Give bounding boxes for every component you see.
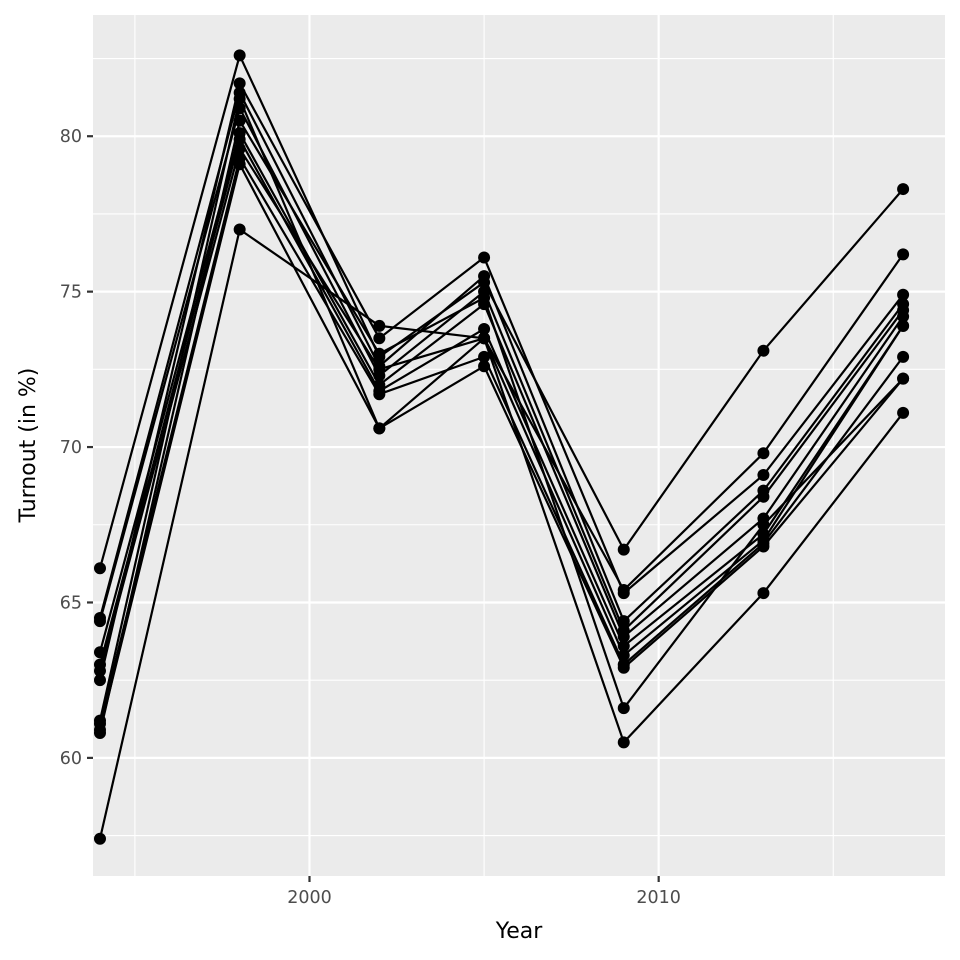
data-point — [897, 288, 910, 301]
data-point — [617, 543, 630, 556]
data-point — [373, 422, 386, 435]
data-point — [617, 630, 630, 643]
data-point — [897, 248, 910, 261]
data-point — [757, 469, 770, 482]
major-gridlines — [93, 15, 945, 876]
data-point — [373, 347, 386, 360]
data-point — [233, 142, 246, 155]
data-point — [757, 344, 770, 357]
data-point — [93, 646, 106, 659]
data-point — [233, 102, 246, 115]
x-axis: 2000 2010 — [287, 876, 681, 908]
data-point — [233, 49, 246, 62]
y-tick-label: 75 — [60, 283, 82, 303]
data-point — [897, 372, 910, 385]
data-point — [93, 664, 106, 677]
data-point — [617, 587, 630, 600]
data-point — [93, 714, 106, 727]
data-point — [233, 92, 246, 105]
data-point — [373, 319, 386, 332]
data-point — [373, 388, 386, 401]
y-axis-title: Turnout (in %) — [16, 368, 41, 524]
data-point — [617, 615, 630, 628]
data-point — [478, 350, 491, 363]
plot-panel — [93, 15, 945, 876]
data-points — [93, 49, 910, 845]
data-point — [897, 406, 910, 419]
minor-gridlines — [93, 15, 945, 876]
x-axis-title: Year — [495, 919, 544, 944]
data-point — [478, 322, 491, 335]
data-point — [478, 270, 491, 283]
data-point — [757, 587, 770, 600]
data-point — [897, 310, 910, 323]
x-tick-label: 2010 — [636, 888, 681, 908]
data-point — [233, 114, 246, 127]
data-point — [373, 363, 386, 376]
data-point — [897, 350, 910, 363]
y-tick-label: 70 — [60, 438, 82, 458]
data-point — [233, 133, 246, 146]
data-point — [233, 158, 246, 171]
y-axis: 60 65 70 75 80 — [60, 127, 93, 769]
data-point — [233, 77, 246, 90]
data-point — [478, 291, 491, 304]
data-point — [93, 727, 106, 740]
data-point — [373, 332, 386, 345]
data-point — [617, 649, 630, 662]
data-point — [897, 319, 910, 332]
data-point — [617, 639, 630, 652]
data-point — [757, 490, 770, 503]
x-tick-label: 2000 — [287, 888, 332, 908]
data-point — [233, 223, 246, 236]
data-point — [617, 702, 630, 715]
data-point — [757, 540, 770, 553]
y-tick-label: 65 — [60, 593, 82, 613]
data-point — [897, 183, 910, 196]
data-point — [478, 251, 491, 264]
data-point — [93, 674, 106, 687]
data-point — [757, 518, 770, 531]
data-point — [93, 615, 106, 628]
data-point — [478, 360, 491, 373]
data-point — [93, 562, 106, 575]
data-point — [757, 447, 770, 460]
data-point — [617, 661, 630, 674]
data-point — [93, 832, 106, 845]
y-tick-label: 80 — [60, 127, 82, 147]
y-tick-label: 60 — [60, 749, 82, 769]
data-point — [478, 332, 491, 345]
data-point — [617, 736, 630, 749]
